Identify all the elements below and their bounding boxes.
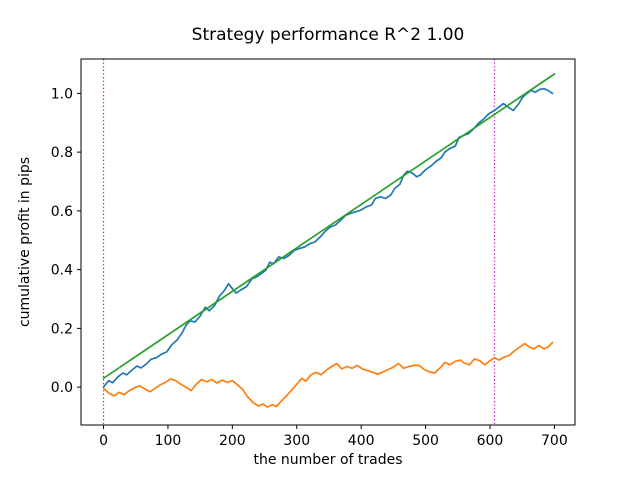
series-cumulative-profit-line: [102, 87, 554, 388]
series-secondary-profit-line: [102, 341, 554, 408]
y-tick-label: 0.8: [51, 145, 73, 161]
y-tick-label: 0.4: [51, 263, 73, 279]
plot-area: 0 100 200 300 400 500 600 700 0.0 0.2 0.4 0.6 0.8 1.0: [51, 58, 576, 449]
x-tick-label: 500: [412, 433, 439, 449]
y-tick-label: 1.0: [51, 86, 73, 102]
x-tick-label: 300: [283, 433, 310, 449]
y-tick-label: 0.6: [51, 204, 73, 220]
x-tick-label: 400: [348, 433, 375, 449]
plot-border: [80, 58, 576, 426]
x-tick-label: 100: [155, 433, 182, 449]
series-linear-fit-line: [102, 73, 556, 380]
chart-title: Strategy performance R^2 1.00: [192, 25, 465, 45]
y-axis-label: cumulative profit in pips: [17, 157, 33, 327]
x-tick-label: 700: [541, 433, 568, 449]
y-tick-label: 0.2: [51, 321, 73, 337]
x-tick-label: 0: [99, 433, 108, 449]
y-tick-label: 0.0: [51, 380, 73, 396]
x-tick-label: 600: [477, 433, 504, 449]
x-tick-label: 200: [219, 433, 246, 449]
x-axis-label: the number of trades: [253, 452, 402, 468]
